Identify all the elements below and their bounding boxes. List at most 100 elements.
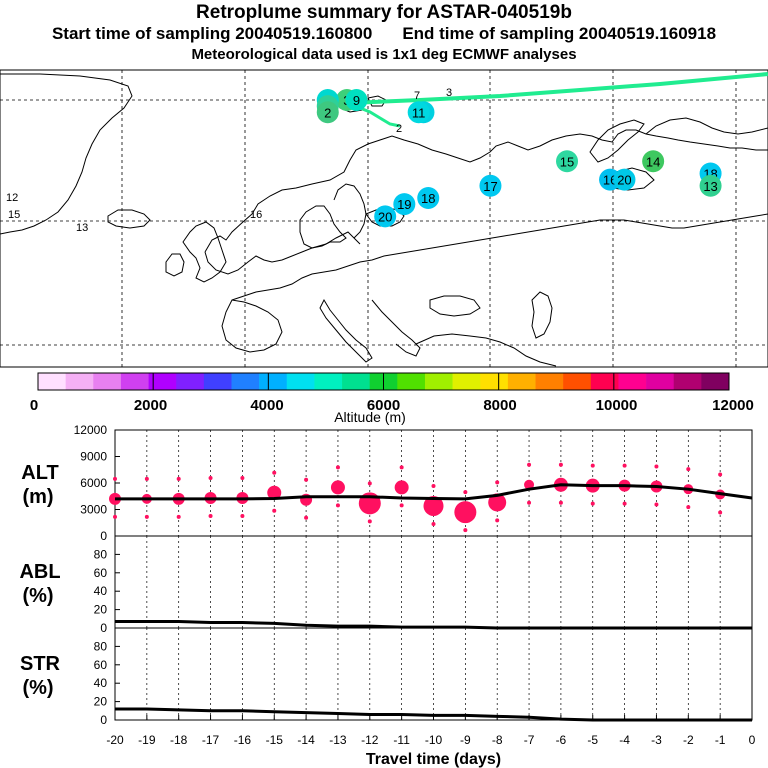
cluster-bubble [267,485,282,500]
plume-marker [642,150,665,173]
colorbar-swatch [563,373,592,390]
colorbar-swatch [590,373,619,390]
y-tick-label: 20 [94,695,108,709]
cluster-dot [558,462,563,467]
plume-marker [393,193,416,216]
cluster-bubble [394,480,409,495]
colorbar-swatch [38,373,66,390]
cluster-dot [718,510,723,515]
y-tick-label: 80 [94,639,108,653]
x-tick-label: -12 [361,733,379,747]
x-tick-label: -20 [106,733,124,747]
y-tick-label: 12000 [74,423,108,437]
x-tick-label: -5 [587,733,598,747]
map-markers: 3985211115141716201813191820 [316,89,722,228]
cluster-dot [304,477,309,482]
colorbar-title: Altitude (m) [334,409,406,425]
plume-marker-label: 15 [560,154,574,169]
plume-marker-label: 16 [603,173,617,188]
x-tick-label: -4 [619,733,630,747]
y-tick-label: 80 [94,547,108,561]
plume-marker-label: 20 [617,173,631,188]
cluster-dot [590,501,595,506]
panel-abl: 0 20 40 60 80 ABL(%) [19,535,753,635]
x-tick-label: -11 [393,733,410,747]
cluster-dot [399,465,404,470]
x-tick-label: -7 [524,733,535,747]
colorbar-swatch [120,373,149,390]
x-tick-label: -13 [329,733,347,747]
x-tick-label: -19 [138,733,156,747]
cluster-dot [718,472,723,477]
y-tick-label: 0 [100,713,107,727]
cluster-dot [113,476,117,481]
cluster-dot [463,490,468,495]
cluster-dot [431,483,436,488]
colorbar-tick-label: 4000 [250,397,283,414]
plume-marker-label: 9 [353,93,360,108]
colorbar-swatch [259,373,288,390]
colorbar-swatch [314,373,343,390]
cluster-bubble [423,495,444,516]
y-tick-label: 40 [94,584,108,598]
cluster-bubble [524,479,535,490]
chart-title: Retroplume summary for ASTAR-040519b [196,2,572,23]
end-time-label: End time of sampling 20040519.160918 [402,24,717,43]
plume-marker-label: 11 [412,105,426,120]
colorbar-tick-label: 8000 [483,397,516,414]
cluster-dot [622,463,627,468]
cluster-dot [527,500,532,505]
colorbar-swatch [342,373,370,390]
y-tick-label: 6000 [80,476,107,490]
plume-marker [556,150,579,173]
plume-trajectory [349,72,768,105]
colorbar-swatch [535,373,564,390]
edge-label: 13 [76,222,88,234]
cluster-dot [240,514,245,519]
colorbar-swatch [231,373,260,390]
cluster-dot [176,514,181,519]
coastlines [0,73,768,367]
plume-marker-label: 13 [703,179,717,194]
y-axis-label: ABL [19,561,60,583]
x-tick-label: -6 [556,733,567,747]
plume-marker [613,168,636,191]
plume-marker [699,174,722,197]
x-tick-label: 0 [749,733,756,747]
y-tick-label: 40 [94,676,108,690]
met-data-note: Meteorological data used is 1x1 deg ECMW… [191,46,577,63]
x-tick-label: -8 [492,733,503,747]
y-tick-label: 9000 [80,450,107,464]
sampling-times: Start time of sampling 20040519.160800 En… [0,24,768,44]
cluster-bubble [330,480,345,495]
cluster-dot [367,481,372,486]
x-tick-label: -2 [683,733,694,747]
y-tick-label: 0 [100,621,107,635]
colorbar-swatch [93,373,122,390]
x-axis-label: Travel time (days) [366,751,501,768]
cluster-bubble [454,501,477,524]
cluster-bubble [488,493,507,512]
x-tick-label: -18 [170,733,188,747]
colorbar-tick-label: 12000 [712,397,754,414]
y-tick-label: 60 [94,566,108,580]
cluster-dot [527,462,532,467]
cluster-dot [335,465,340,470]
start-time-label: Start time of sampling 20040519.160800 [51,24,373,43]
x-tick-label: -10 [425,733,443,747]
colorbar-swatch [701,373,730,390]
cluster-dot [686,467,691,472]
y-tick-label: 0 [100,529,107,543]
cluster-dot [495,480,500,485]
edge-label: 12 [6,192,18,204]
cluster-dot [558,500,563,505]
plume-marker [479,174,502,197]
y-axis-label-unit: (%) [22,585,53,607]
cluster-dot [495,518,500,523]
colorbar-swatch [424,373,453,390]
colorbar-swatch [397,373,426,390]
map-edge-labels: 12 15 13 16 3 2 7 [6,87,452,234]
cluster-dot [590,463,595,468]
altitude-colorbar: 0 2000 4000 6000 8000 10000 12000 [30,372,754,414]
edge-label: 3 [446,87,452,99]
